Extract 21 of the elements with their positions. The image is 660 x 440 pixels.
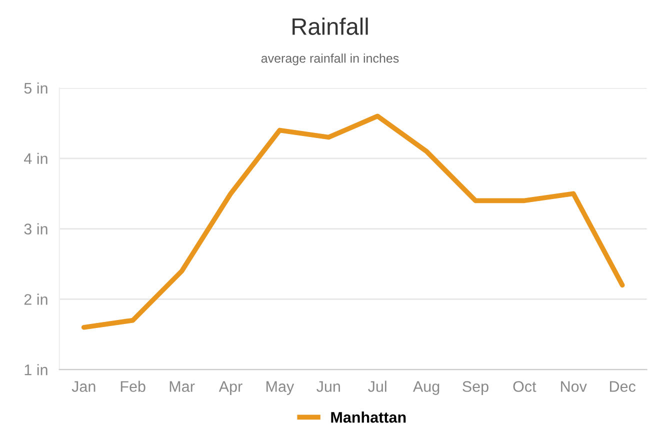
x-tick-label: Jul	[368, 380, 386, 392]
y-tick-label: 4 in	[24, 152, 48, 164]
x-tick-label: Jan	[72, 381, 96, 392]
x-tick-label: Nov	[561, 381, 587, 392]
x-tick-label: Jun	[316, 381, 340, 392]
x-tick-label: Aug	[412, 381, 440, 395]
x-tick-label: Dec	[610, 381, 636, 392]
y-tick-label: 3 in	[24, 223, 48, 234]
x-tick-label: Apr	[218, 381, 242, 395]
legend-label: Manhattan	[331, 412, 406, 423]
y-tick-label: 1 in	[24, 364, 48, 376]
x-tick-label: Sep	[462, 381, 488, 395]
x-tick-label: May	[266, 381, 294, 395]
line-series	[81, 114, 625, 330]
chart-subtitle: average rainfall in inches	[261, 54, 399, 66]
x-tick-label: Mar	[170, 381, 195, 392]
chart-title: Rainfall	[292, 18, 368, 35]
x-tick-label: Oct	[513, 381, 536, 392]
y-tick-label: 2 in	[24, 294, 48, 305]
y-tick-label: 5 in	[24, 82, 48, 94]
x-tick-label: Feb	[120, 380, 146, 392]
